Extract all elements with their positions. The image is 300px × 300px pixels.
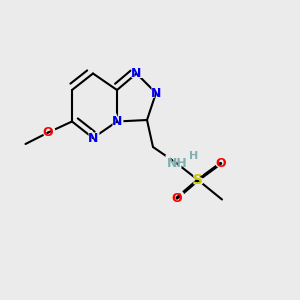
Text: NH: NH [167, 157, 188, 170]
Text: O: O [215, 157, 226, 170]
Text: N: N [110, 112, 124, 130]
Text: O: O [170, 189, 184, 207]
Text: O: O [213, 154, 228, 172]
Text: O: O [41, 124, 55, 142]
Text: N: N [88, 131, 98, 145]
Text: NH: NH [163, 154, 191, 172]
Text: S: S [191, 171, 205, 189]
Text: N: N [86, 129, 100, 147]
Text: N: N [151, 86, 161, 100]
Text: N: N [131, 67, 142, 80]
Text: H: H [189, 151, 198, 161]
Text: O: O [172, 191, 182, 205]
Text: S: S [193, 173, 203, 187]
Text: N: N [112, 115, 122, 128]
Text: N: N [130, 64, 143, 82]
Text: O: O [43, 126, 53, 139]
Text: N: N [149, 84, 163, 102]
